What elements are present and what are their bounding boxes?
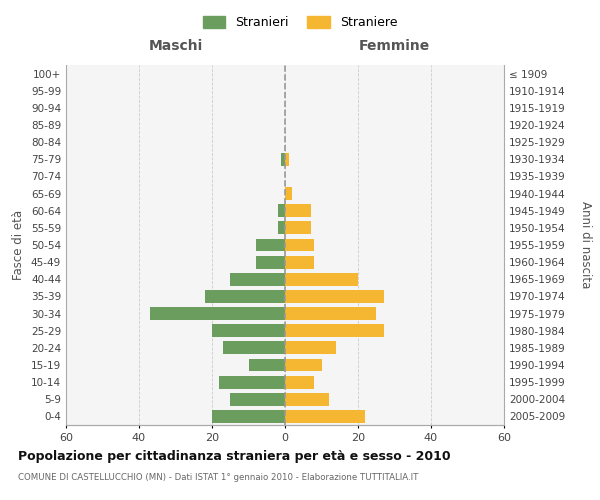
Bar [285,273,358,285]
Bar [281,153,285,166]
Bar [285,307,376,320]
Bar [248,358,285,372]
Bar [278,204,285,217]
Bar [285,153,289,166]
Bar [285,222,311,234]
Bar [212,410,285,423]
Bar [285,187,292,200]
Text: COMUNE DI CASTELLUCCHIO (MN) - Dati ISTAT 1° gennaio 2010 - Elaborazione TUTTITA: COMUNE DI CASTELLUCCHIO (MN) - Dati ISTA… [18,472,418,482]
Bar [285,256,314,268]
Y-axis label: Fasce di età: Fasce di età [13,210,25,280]
Text: Femmine: Femmine [359,38,430,52]
Bar [285,342,336,354]
Text: Popolazione per cittadinanza straniera per età e sesso - 2010: Popolazione per cittadinanza straniera p… [18,450,451,463]
Bar [278,222,285,234]
Bar [285,376,314,388]
Bar [230,273,285,285]
Bar [285,393,329,406]
Bar [256,256,285,268]
Text: Maschi: Maschi [148,38,203,52]
Bar [256,238,285,252]
Text: Anni di nascita: Anni di nascita [578,202,592,288]
Bar [285,290,383,303]
Bar [285,410,365,423]
Bar [220,376,285,388]
Bar [150,307,285,320]
Bar [205,290,285,303]
Bar [285,358,322,372]
Bar [285,238,314,252]
Bar [230,393,285,406]
Bar [285,204,311,217]
Bar [223,342,285,354]
Bar [285,324,383,337]
Bar [212,324,285,337]
Legend: Stranieri, Straniere: Stranieri, Straniere [197,11,403,34]
